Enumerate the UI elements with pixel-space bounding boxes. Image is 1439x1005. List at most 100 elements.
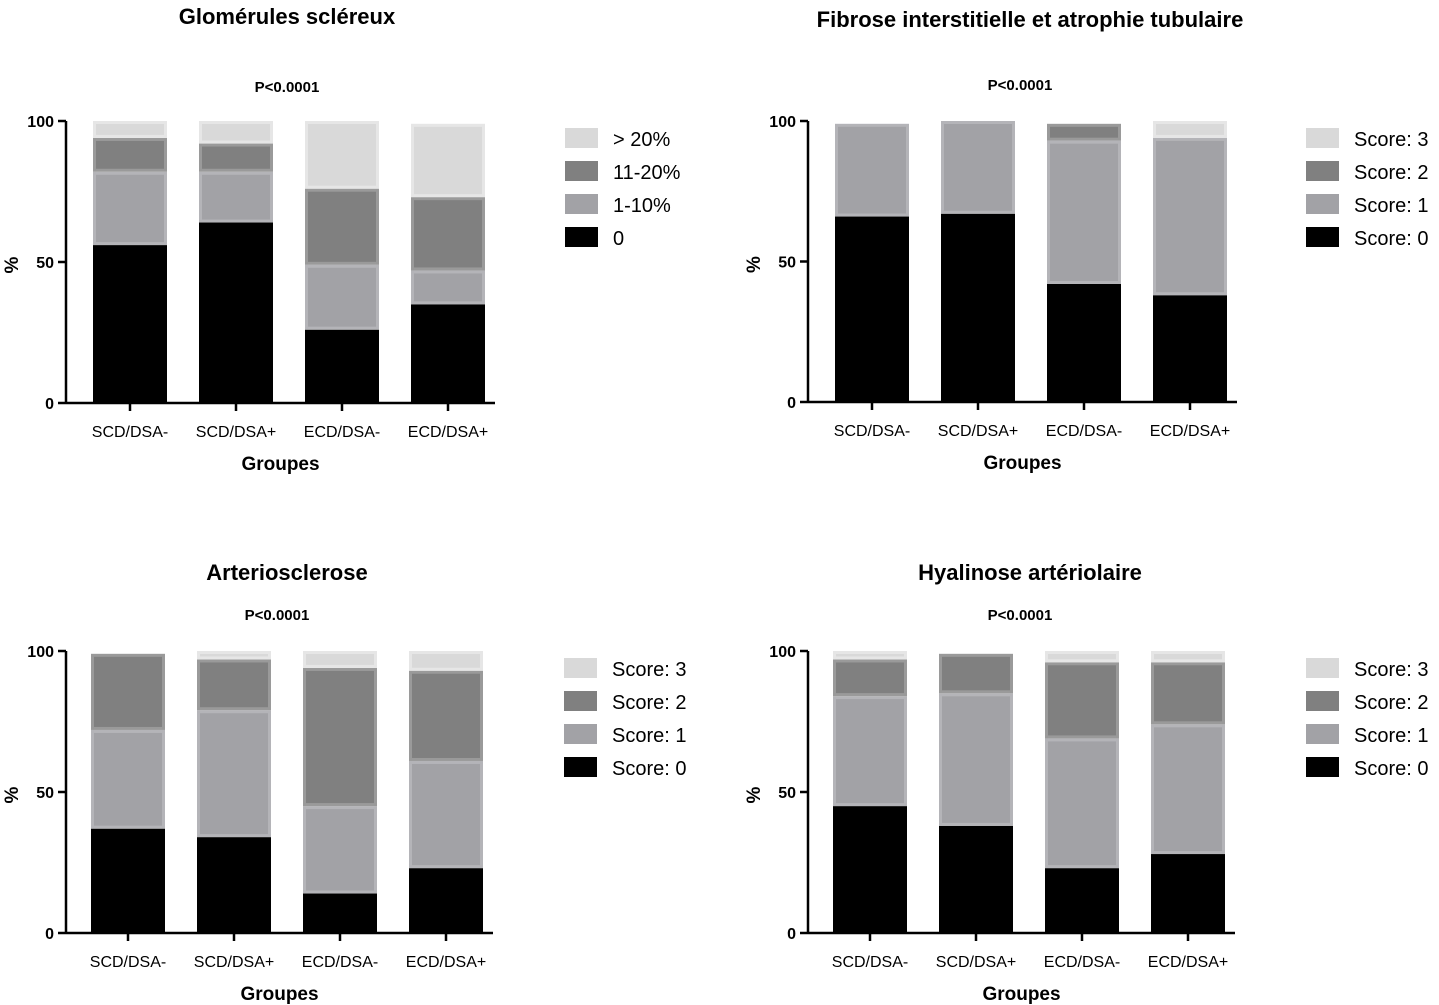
y-tick-label: 100 <box>27 114 54 131</box>
bar-segment-1-4 <box>833 651 907 660</box>
bar-segment-1-3 <box>91 653 165 730</box>
y-tick-label: 100 <box>769 644 796 661</box>
legend-label: 11-20% <box>613 162 681 184</box>
x-tick-label: ECD/DSA- <box>304 424 380 441</box>
y-axis-label: % <box>2 256 23 273</box>
legend-label: Score: 0 <box>1354 228 1428 250</box>
y-tick-label: 0 <box>45 926 54 943</box>
legend: Score: 3 Score: 2 Score: 1 Score: 0 <box>564 658 686 780</box>
bar-segment-4-2 <box>1153 137 1227 296</box>
bar-segment-4-4 <box>409 651 483 671</box>
bar-segment-2-2 <box>939 693 1013 826</box>
bar-segment-2-4 <box>197 651 271 660</box>
legend-swatch <box>564 724 597 744</box>
y-axis-label: % <box>2 786 23 803</box>
legend-swatch <box>565 128 598 148</box>
bar-segment-2-2 <box>197 710 271 838</box>
y-tick-label: 50 <box>778 785 796 802</box>
chart-title: Glomérules scléreux <box>179 4 396 29</box>
bar-segment-4-2 <box>1151 724 1225 855</box>
y-tick-label: 100 <box>27 644 54 661</box>
bar-segment-4-4 <box>1151 651 1225 663</box>
bar-segment-4-1 <box>409 868 483 934</box>
bar-segment-3-2 <box>1047 140 1121 284</box>
p-value-annotation: P<0.0001 <box>245 607 310 624</box>
y-axis-label: % <box>744 786 765 803</box>
legend-swatch <box>1306 658 1339 678</box>
bar-segment-1-3 <box>833 659 907 697</box>
bar-segment-2-3 <box>197 659 271 711</box>
legend-label: > 20% <box>613 129 670 151</box>
bar-segment-1-1 <box>833 806 907 933</box>
y-tick-label: 0 <box>45 396 54 413</box>
x-tick-label: SCD/DSA- <box>834 423 910 440</box>
p-value-annotation: P<0.0001 <box>255 79 320 96</box>
bar-segment-1-3 <box>93 137 167 172</box>
legend-swatch <box>1306 691 1339 711</box>
x-tick-label: ECD/DSA+ <box>1150 423 1230 440</box>
x-tick-label: SCD/DSA- <box>92 424 168 441</box>
legend-label: Score: 3 <box>1354 129 1428 151</box>
bar-segment-2-1 <box>941 213 1015 402</box>
bar-segment-3-3 <box>1047 123 1121 141</box>
chart-panel-3: Arteriosclerose P<0.0001 0 50 100 SCD/DSA- SCD… <box>2 560 686 1005</box>
x-tick-label: SCD/DSA+ <box>194 954 274 971</box>
bar-segment-3-2 <box>305 264 379 330</box>
legend-swatch <box>565 227 598 247</box>
x-tick-label: SCD/DSA+ <box>936 954 1016 971</box>
legend-swatch <box>564 658 597 678</box>
legend-label: Score: 3 <box>612 659 686 681</box>
legend-swatch <box>1306 128 1339 148</box>
y-tick-label: 50 <box>778 255 796 272</box>
p-value-annotation: P<0.0001 <box>988 607 1053 624</box>
legend-swatch <box>1306 757 1339 777</box>
legend-label: Score: 1 <box>612 725 686 747</box>
legend-swatch <box>1306 724 1339 744</box>
y-tick-label: 50 <box>36 255 54 272</box>
bar-segment-1-4 <box>93 121 167 138</box>
y-tick-label: 0 <box>787 395 796 412</box>
legend-label: Score: 1 <box>1354 195 1428 217</box>
bar-segment-4-4 <box>411 123 485 198</box>
bar-segment-3-2 <box>303 806 377 894</box>
chart-title: Fibrose interstitielle et atrophie tubul… <box>817 7 1244 32</box>
legend-label: Score: 2 <box>1354 162 1428 184</box>
bar-segment-2-1 <box>197 837 271 933</box>
bar-segment-2-1 <box>199 222 273 403</box>
x-tick-label: ECD/DSA+ <box>406 954 486 971</box>
legend-label: Score: 0 <box>1354 758 1428 780</box>
bar-segment-3-4 <box>1045 651 1119 663</box>
chart-title: Hyalinose artériolaire <box>918 560 1142 585</box>
chart-panel-4: Hyalinose artériolaire P<0.0001 0 50 100 SCD/… <box>744 560 1428 1005</box>
bar-segment-1-1 <box>835 216 909 402</box>
bar-segment-1-2 <box>93 171 167 246</box>
bar-segment-3-2 <box>1045 738 1119 869</box>
bar-segment-3-4 <box>303 651 377 668</box>
bar-segment-1-2 <box>833 696 907 807</box>
bar-segment-3-1 <box>305 329 379 403</box>
bar-segment-4-3 <box>411 197 485 271</box>
y-tick-label: 50 <box>36 785 54 802</box>
x-tick-label: SCD/DSA+ <box>938 423 1018 440</box>
legend: Score: 3 Score: 2 Score: 1 Score: 0 <box>1306 658 1428 780</box>
bar-segment-4-1 <box>411 304 485 403</box>
bar-segment-1-2 <box>835 123 909 217</box>
bar-segment-2-1 <box>939 825 1013 934</box>
x-axis-label: Groupes <box>241 454 319 475</box>
legend-swatch <box>564 757 597 777</box>
legend-label: 0 <box>613 228 624 250</box>
bar-segment-4-3 <box>1151 662 1225 725</box>
bar-segment-2-4 <box>199 121 273 144</box>
legend-swatch <box>565 161 598 181</box>
chart-panel-1: Glomérules scléreux P<0.0001 0 50 100 SCD/DSA… <box>2 4 681 475</box>
y-axis-label: % <box>744 256 765 273</box>
bar-segment-3-3 <box>1045 662 1119 739</box>
bar-segment-3-3 <box>305 188 379 265</box>
bar-segment-1-2 <box>91 729 165 829</box>
x-tick-label: ECD/DSA- <box>302 954 378 971</box>
bar-segment-2-3 <box>939 653 1013 694</box>
p-value-annotation: P<0.0001 <box>988 77 1053 94</box>
y-tick-label: 0 <box>787 926 796 943</box>
legend-label: Score: 0 <box>612 758 686 780</box>
